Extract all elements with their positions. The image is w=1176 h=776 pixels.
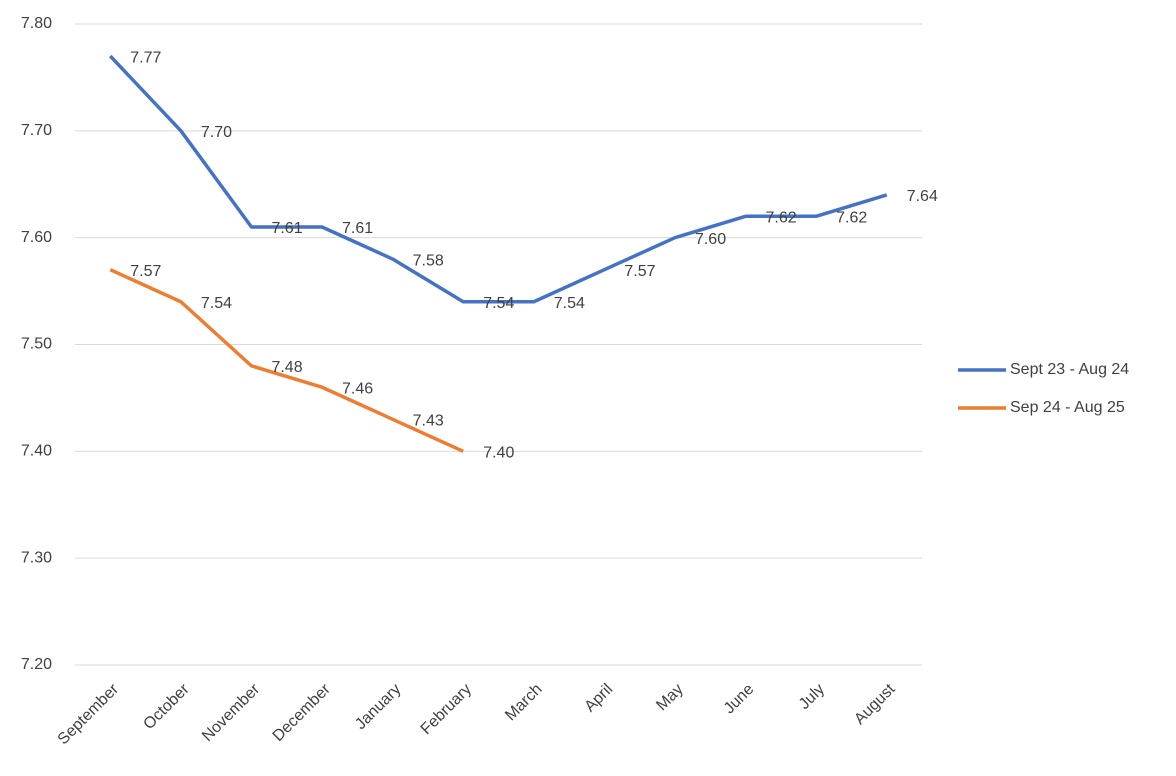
y-tick-label: 7.20 xyxy=(21,656,52,673)
data-label: 7.46 xyxy=(342,380,373,397)
data-label: 7.54 xyxy=(201,295,232,312)
data-label: 7.40 xyxy=(483,445,514,462)
data-label: 7.48 xyxy=(271,359,302,376)
x-tick-label: July xyxy=(796,681,828,713)
x-tick-label: November xyxy=(199,680,264,745)
data-label: 7.70 xyxy=(201,124,232,141)
data-label: 7.54 xyxy=(554,295,585,312)
data-label: 7.43 xyxy=(413,413,444,430)
data-label: 7.57 xyxy=(130,263,161,280)
data-label: 7.58 xyxy=(413,252,444,269)
series-line xyxy=(109,54,888,304)
x-tick-label: April xyxy=(582,681,617,716)
data-label: 7.54 xyxy=(483,295,514,312)
x-tick-label: June xyxy=(721,681,758,718)
data-label: 7.77 xyxy=(130,49,161,66)
y-tick-label: 7.60 xyxy=(21,229,52,246)
x-tick-label: January xyxy=(352,681,404,733)
x-tick-label: October xyxy=(140,680,193,733)
data-label: 7.57 xyxy=(624,263,655,280)
x-tick-label: May xyxy=(653,681,686,714)
x-tick-label: August xyxy=(851,680,899,728)
series-line xyxy=(109,268,464,453)
data-label: 7.62 xyxy=(766,210,797,227)
legend-label: Sept 23 - Aug 24 xyxy=(1010,361,1129,378)
y-tick-label: 7.80 xyxy=(21,15,52,32)
x-tick-label: September xyxy=(55,680,123,748)
y-tick-label: 7.30 xyxy=(21,549,52,566)
legend-label: Sep 24 - Aug 25 xyxy=(1010,399,1125,416)
y-tick-label: 7.50 xyxy=(21,336,52,353)
data-label: 7.64 xyxy=(907,188,938,205)
x-tick-label: March xyxy=(502,681,545,724)
data-label: 7.60 xyxy=(695,231,726,248)
x-tick-label: February xyxy=(418,681,475,738)
x-tick-label: December xyxy=(270,680,335,745)
y-tick-label: 7.70 xyxy=(21,122,52,139)
data-label: 7.62 xyxy=(836,210,867,227)
data-label: 7.61 xyxy=(342,220,373,237)
data-label: 7.61 xyxy=(271,220,302,237)
y-tick-label: 7.40 xyxy=(21,443,52,460)
